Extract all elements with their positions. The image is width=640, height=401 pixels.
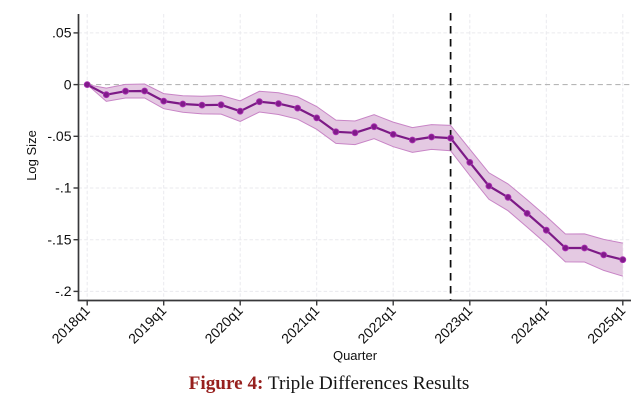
svg-text:.05: .05	[52, 25, 72, 41]
svg-text:-.2: -.2	[55, 283, 72, 299]
svg-text:0: 0	[64, 76, 72, 92]
svg-text:-.05: -.05	[47, 128, 71, 144]
svg-text:Quarter: Quarter	[333, 348, 378, 363]
svg-text:-.15: -.15	[47, 231, 71, 247]
svg-text:Log Size: Log Size	[24, 130, 39, 181]
svg-text:-.1: -.1	[55, 180, 72, 196]
svg-text:Figure 4: Triple Differences R: Figure 4: Triple Differences Results	[189, 373, 470, 394]
